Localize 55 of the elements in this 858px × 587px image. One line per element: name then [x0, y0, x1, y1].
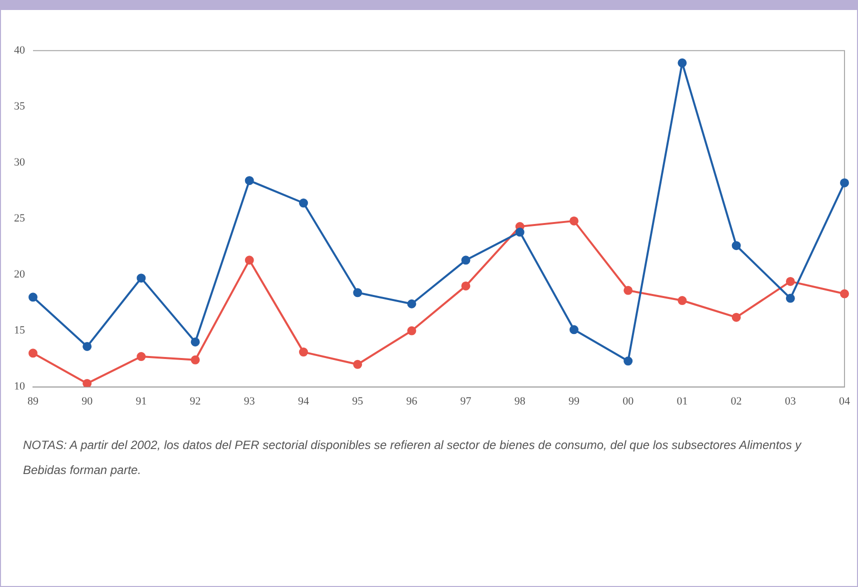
point: [840, 289, 849, 298]
x-tick-label: 02: [730, 395, 742, 408]
point: [461, 256, 470, 265]
x-tick-label: 98: [514, 395, 526, 408]
point: [244, 176, 254, 186]
x-tick-label: 93: [244, 395, 256, 408]
point: [732, 312, 741, 322]
x-tick-label: 94: [298, 395, 310, 408]
point: [82, 378, 92, 387]
text: NOTAS: A partir del 2002, los datos del PER sectorial disponibles se refieren al sector de bienes de consumo, del que los subsectores Alimentos y Bebidas forman parte.: [23, 437, 803, 479]
x-tick-label: 01: [676, 395, 688, 408]
x-tick-label: 97: [460, 395, 472, 408]
point: [136, 352, 146, 362]
x-tick-label: 91: [136, 395, 147, 408]
y-tick-label: 40: [14, 44, 26, 56]
point: [244, 256, 254, 265]
x-tick-label: 92: [190, 395, 201, 408]
point: [678, 58, 687, 68]
point: [624, 356, 633, 366]
point: [786, 294, 795, 303]
point: [407, 326, 416, 336]
point: [678, 296, 687, 306]
x-tick-label: 04: [839, 395, 850, 408]
point: [299, 348, 308, 357]
point: [407, 299, 416, 308]
point: [515, 228, 524, 237]
x-tick-label: 90: [82, 395, 94, 408]
point: [353, 360, 362, 369]
point: [28, 348, 38, 358]
point: [190, 337, 200, 346]
x-tick-label: 00: [622, 395, 634, 408]
point: [136, 274, 146, 283]
x-tick-label: 89: [28, 395, 39, 408]
point: [624, 286, 633, 295]
point: [28, 292, 38, 302]
y-tick-label: 15: [14, 324, 26, 337]
point: [570, 216, 578, 226]
y-tick-label: 20: [14, 268, 26, 281]
x-tick-label: 99: [568, 395, 580, 408]
x-tick-label: 03: [784, 395, 796, 408]
point: [461, 281, 470, 290]
y-tick-label: 25: [14, 212, 26, 225]
point: [732, 241, 741, 250]
point: [786, 276, 795, 286]
point: [299, 198, 308, 208]
x-tick-label: 95: [352, 395, 364, 408]
x-tick-label: 96: [406, 395, 418, 408]
point: [353, 288, 362, 298]
point: [570, 325, 578, 334]
y-tick-label: 35: [14, 100, 26, 113]
point: [190, 355, 200, 364]
y-tick-label: 30: [14, 156, 26, 169]
point: [840, 178, 849, 188]
point: [82, 342, 92, 351]
y-tick-label: 10: [14, 380, 26, 393]
